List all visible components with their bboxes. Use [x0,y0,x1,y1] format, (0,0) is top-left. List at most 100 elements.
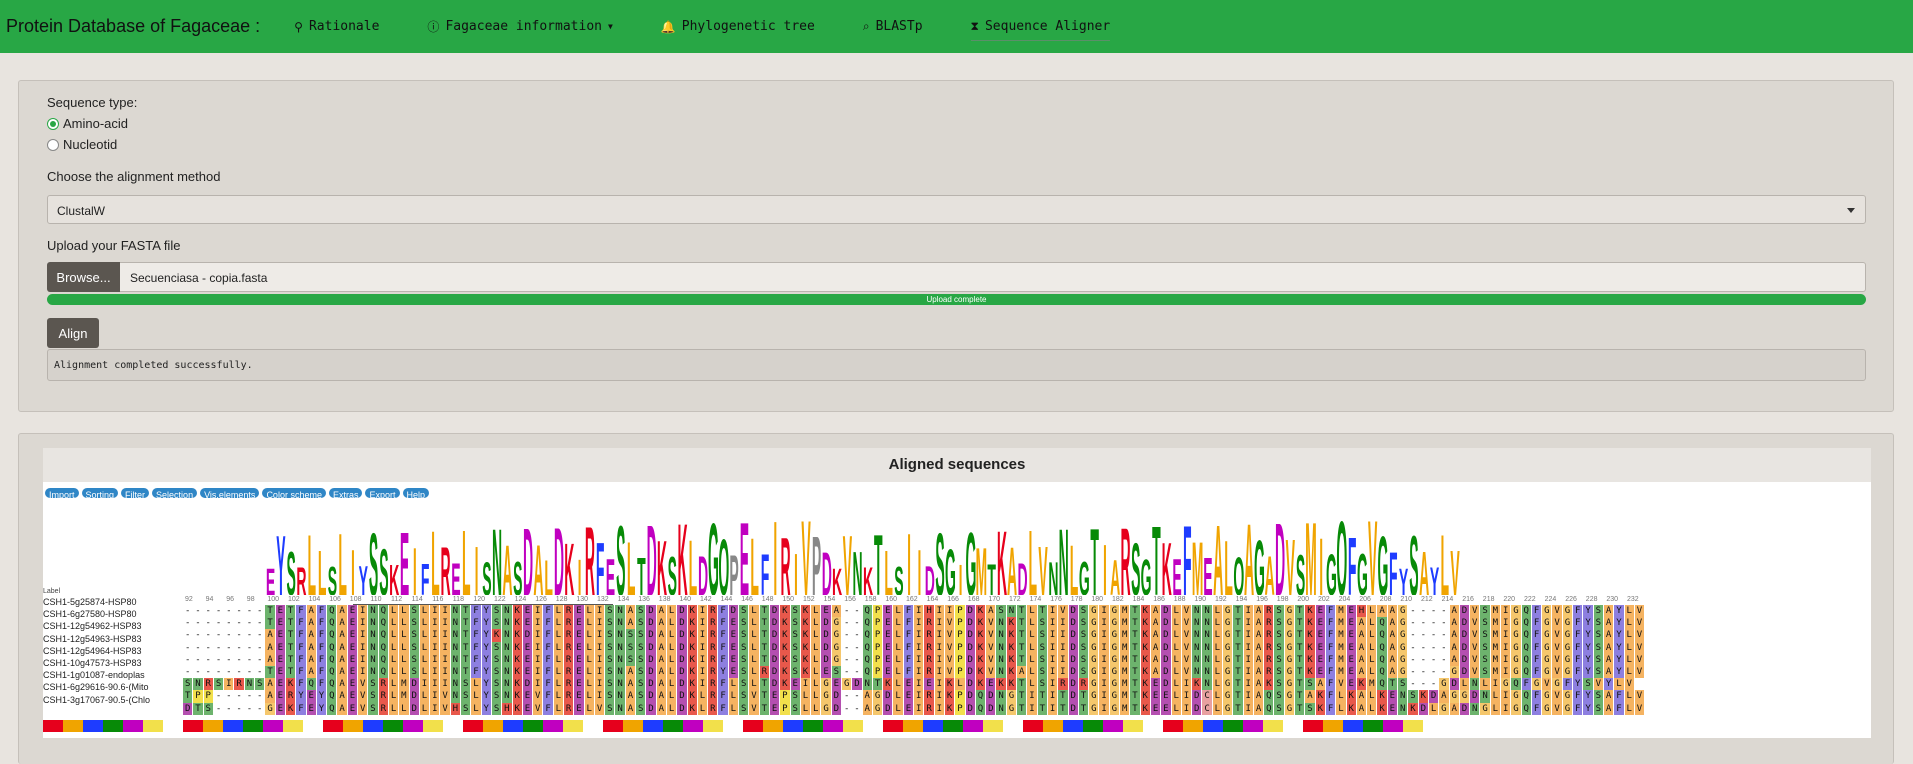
radio-amino-acid[interactable]: Amino-acid [47,116,128,131]
nav-blastp[interactable]: ⌕ BLASTp [863,0,923,53]
overview-cell [423,720,428,732]
caret-down-icon [1847,208,1855,213]
residue-cell: Y [1603,678,1615,691]
nav-phylogenetic-tree[interactable]: 🔔 Phylogenetic tree [661,0,815,53]
residue-cell: K [687,641,698,654]
msa-menu-vis-elements[interactable]: Vis.elements [200,488,260,500]
overview-cell [158,720,163,732]
residue-cell: L [471,690,482,703]
residue-cell: K [800,605,812,618]
sequence-label[interactable]: CSH1-5g25874-HSP80 [43,597,137,607]
residue-cell: Y [1583,629,1594,642]
overview-cell [1108,720,1113,732]
radio-button[interactable] [47,138,59,151]
residue-cell: D [1459,641,1471,654]
residue-cell: R [1058,678,1069,691]
residue-cell: D [831,690,842,703]
residue-cell: Q [327,605,338,618]
residue-cell: Q [1377,629,1388,642]
residue-cell: I [1047,653,1059,666]
residue-cell: K [975,665,987,679]
overview-cell [1093,720,1098,732]
overview-cell [1013,720,1018,732]
residue-cell: T [461,641,472,654]
msa-menu-help[interactable]: Help [402,488,430,500]
residue-cell: F [296,605,307,618]
overview-cell [683,720,688,732]
ruler-tick-label: 118 [452,596,464,603]
residue-cell: L [1624,702,1635,715]
alignment-overview[interactable] [43,720,1443,732]
sequence-label[interactable]: CSH1-3g17067-90.5-(Chlo [43,694,151,705]
residue-cell: - [1408,629,1419,642]
overview-cell [1043,720,1048,732]
align-button[interactable]: Align [47,318,99,348]
nav-rationale[interactable]: ⚲ Rationale [294,0,379,53]
msa-menu-import[interactable]: Import [45,488,79,500]
residue-cell: T [1078,690,1090,703]
residue-cell: K [687,653,698,666]
residue-cell: D [677,605,688,618]
overview-cell [373,720,378,732]
residue-cell: S [1274,702,1285,715]
residue-cell: D [965,702,976,715]
radio-nucleotid[interactable]: Nucleotid [47,137,117,152]
sequence-label[interactable]: CSH1-12g54963-HSP83 [43,633,142,644]
method-select[interactable]: ClustalW [47,195,1866,224]
nav-label: Fagaceae information [445,19,602,34]
msa-menu-export[interactable]: Export [365,488,400,500]
residue-cell: F [1573,690,1584,703]
residue-cell: - [203,641,214,654]
overview-cell [953,720,958,732]
residue-cell: I [1181,690,1193,703]
residue-cell: K [975,653,987,666]
sequence-label[interactable]: CSH1-12g54962-HSP83 [43,621,142,632]
sequence-label[interactable]: CSH1-12g54964-HSP83 [43,645,142,656]
msa-menu-selection[interactable]: Selection [152,488,198,500]
residue-cell: V [1470,605,1481,618]
residue-cell: A [831,605,842,618]
residue-cell: A [265,678,276,691]
sequence-label[interactable]: CSH1-6g29616-90.6-(Mito [43,682,149,693]
residue-cell: G [1542,629,1553,642]
residue-cell: E [306,690,317,703]
msa-menu-filter[interactable]: Filter [121,488,150,500]
residue-cell: L [749,653,760,666]
residue-cell: A [1253,653,1265,666]
logo-letter: F [596,528,605,595]
radio-button[interactable] [47,117,59,130]
nav-fagaceae-information[interactable]: ⓘ Fagaceae information ▼ [427,0,612,53]
residue-cell: P [203,690,214,703]
residue-cell: E [347,665,359,679]
residue-cell: T [285,641,297,654]
residue-cell: F [1573,653,1584,666]
logo-letter: G [1254,525,1265,595]
logo-letter: E [606,549,615,595]
sequence-label[interactable]: CSH1-6g27580-HSP80 [43,609,137,620]
residue-cell: G [1542,617,1553,630]
overview-cell [73,720,78,732]
nav-sequence-aligner[interactable]: ⧗ Sequence Aligner [970,0,1110,53]
ruler-tick-label: 122 [494,596,506,603]
residue-cell: V [944,665,956,679]
sequence-label[interactable]: CSH1-10g47573-HSP83 [43,657,142,668]
residue-cell: Q [327,678,338,691]
residue-cell: - [852,690,863,703]
file-name-field[interactable]: Secuenciasa - copia.fasta [120,262,1866,292]
browse-button[interactable]: Browse... [47,262,120,292]
msa-menu-color-scheme[interactable]: Color scheme [262,488,326,500]
residue-cell: F [1531,702,1543,715]
msa-menu-sorting[interactable]: Sorting [81,488,119,500]
residue-cell: A [1356,641,1368,654]
logo-letter: V [1368,510,1377,595]
sequence-label[interactable]: CSH1-1g01087-endoplas [43,670,145,681]
logo-letter: K [564,530,574,595]
residue-cell: - [1439,605,1450,618]
residue-cell: - [203,617,214,630]
residue-cell: K [1140,665,1151,679]
msa-menu-extras[interactable]: Extras [328,488,363,500]
residue-cell: L [553,653,564,666]
residue-cell: F [718,653,729,666]
